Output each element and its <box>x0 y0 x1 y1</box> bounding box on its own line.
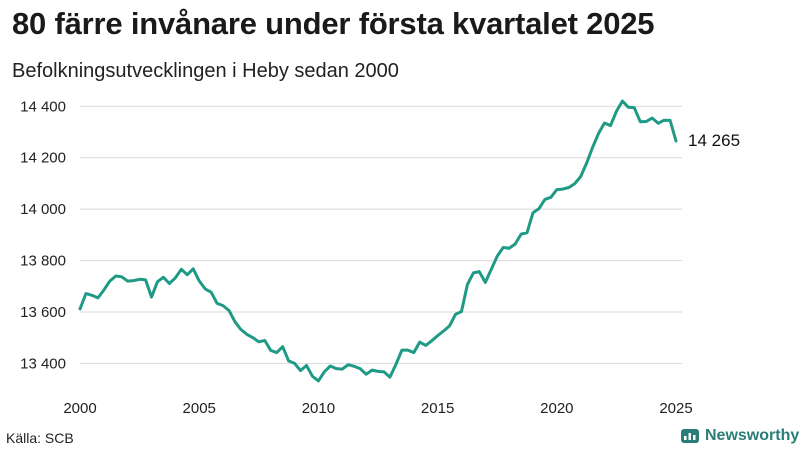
chart-title: 80 färre invånare under första kvartalet… <box>12 6 655 41</box>
chart-subtitle: Befolkningsutvecklingen i Heby sedan 200… <box>12 60 399 82</box>
x-tick-label: 2020 <box>540 400 573 417</box>
y-axis-labels: 13 400 13 600 13 800 14 000 14 200 14 400 <box>20 98 66 372</box>
y-tick-label: 14 200 <box>20 150 66 167</box>
y-tick-label: 13 400 <box>20 355 66 372</box>
x-axis-labels: 2000 2005 2010 2015 2020 2025 <box>63 400 692 417</box>
x-tick-label: 2005 <box>183 400 216 417</box>
series-line <box>78 99 678 383</box>
end-value-label: 14 265 <box>688 131 740 150</box>
newsworthy-icon <box>681 429 699 443</box>
x-tick-label: 2015 <box>421 400 454 417</box>
x-tick-label: 2025 <box>659 400 692 417</box>
x-tick-label: 2010 <box>302 400 335 417</box>
brand-name: Newsworthy <box>705 427 800 444</box>
y-tick-label: 14 000 <box>20 201 66 218</box>
y-tick-label: 14 400 <box>20 98 66 115</box>
series-layer <box>78 99 678 383</box>
gridlines <box>80 105 682 364</box>
x-tick-label: 2000 <box>63 400 96 417</box>
y-tick-label: 13 800 <box>20 253 66 270</box>
newsworthy-logo: Newsworthy <box>680 426 799 446</box>
source-note: Källa: SCB <box>6 430 74 446</box>
y-tick-label: 13 600 <box>20 304 66 321</box>
